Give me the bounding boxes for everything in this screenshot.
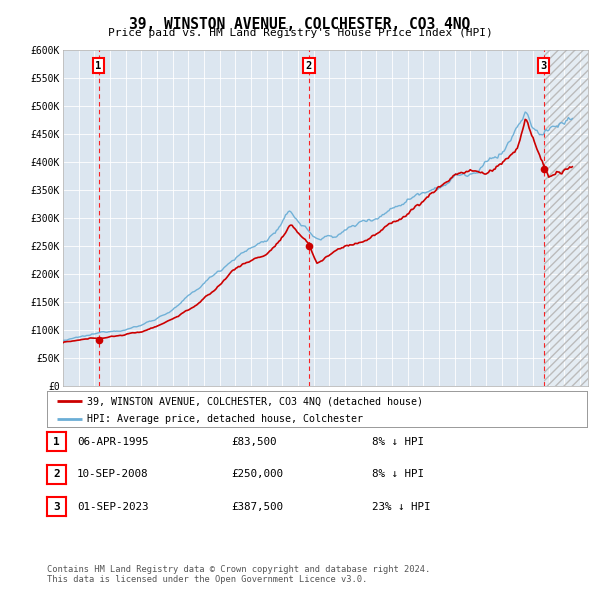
Text: 3: 3: [541, 61, 547, 71]
Text: 01-SEP-2023: 01-SEP-2023: [77, 502, 148, 512]
Text: 39, WINSTON AVENUE, COLCHESTER, CO3 4NQ (detached house): 39, WINSTON AVENUE, COLCHESTER, CO3 4NQ …: [88, 396, 424, 406]
Text: 1: 1: [95, 61, 101, 71]
Text: 06-APR-1995: 06-APR-1995: [77, 437, 148, 447]
Text: 2: 2: [306, 61, 312, 71]
Text: 2: 2: [53, 470, 60, 479]
Text: 39, WINSTON AVENUE, COLCHESTER, CO3 4NQ: 39, WINSTON AVENUE, COLCHESTER, CO3 4NQ: [130, 17, 470, 31]
Bar: [544, 50, 588, 386]
Text: 8% ↓ HPI: 8% ↓ HPI: [372, 470, 424, 479]
Text: 10-SEP-2008: 10-SEP-2008: [77, 470, 148, 479]
Text: 3: 3: [53, 502, 60, 512]
Text: Price paid vs. HM Land Registry's House Price Index (HPI): Price paid vs. HM Land Registry's House …: [107, 28, 493, 38]
Text: 8% ↓ HPI: 8% ↓ HPI: [372, 437, 424, 447]
Text: 23% ↓ HPI: 23% ↓ HPI: [372, 502, 431, 512]
Text: £83,500: £83,500: [231, 437, 277, 447]
Bar: [544, 50, 588, 386]
Text: 1: 1: [53, 437, 60, 447]
Text: £387,500: £387,500: [231, 502, 283, 512]
Text: £250,000: £250,000: [231, 470, 283, 479]
Text: HPI: Average price, detached house, Colchester: HPI: Average price, detached house, Colc…: [88, 415, 364, 424]
Text: Contains HM Land Registry data © Crown copyright and database right 2024.
This d: Contains HM Land Registry data © Crown c…: [47, 565, 430, 584]
